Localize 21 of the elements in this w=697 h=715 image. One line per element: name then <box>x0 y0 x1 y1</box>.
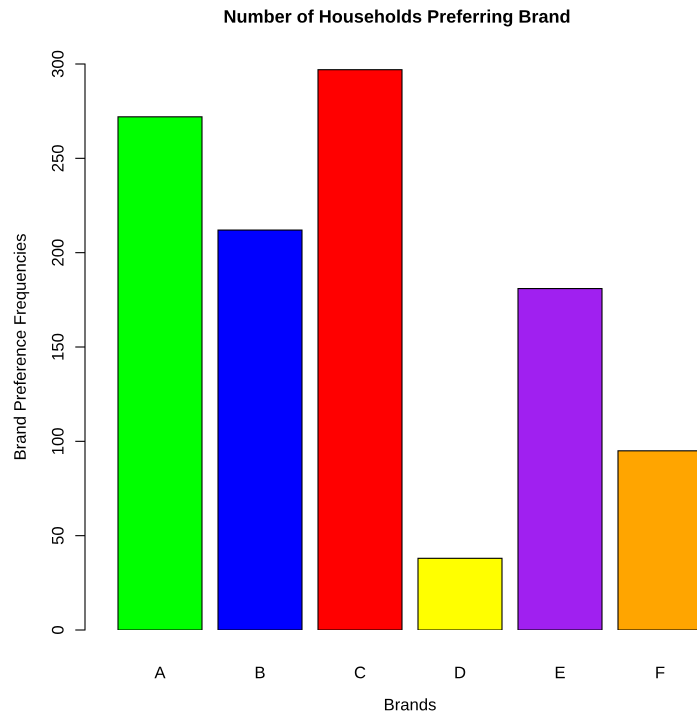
bar <box>117 116 203 630</box>
x-tick-label: A <box>154 666 166 678</box>
bar <box>217 229 303 630</box>
y-tick-label: 300 <box>52 50 64 78</box>
y-axis-title: Brand Preference Frequencies <box>14 234 30 460</box>
x-tick-label: C <box>354 666 366 678</box>
bar <box>517 288 603 630</box>
chart-title: Number of Households Preferring Brand <box>224 10 570 26</box>
y-tick-label: 100 <box>52 428 64 454</box>
y-tick-label: 150 <box>52 334 64 360</box>
y-tick-label: 0 <box>52 626 64 634</box>
x-tick-label: E <box>556 666 565 678</box>
x-axis-title: Brands <box>384 698 436 710</box>
bar <box>417 558 503 630</box>
y-tick-label: 200 <box>52 239 64 266</box>
bar <box>317 69 403 630</box>
x-tick-label: F <box>656 666 664 678</box>
y-tick-label: 50 <box>52 527 64 544</box>
x-tick-label: D <box>455 666 466 678</box>
y-tick-label: 250 <box>52 145 64 172</box>
x-tick-label: B <box>256 666 265 678</box>
